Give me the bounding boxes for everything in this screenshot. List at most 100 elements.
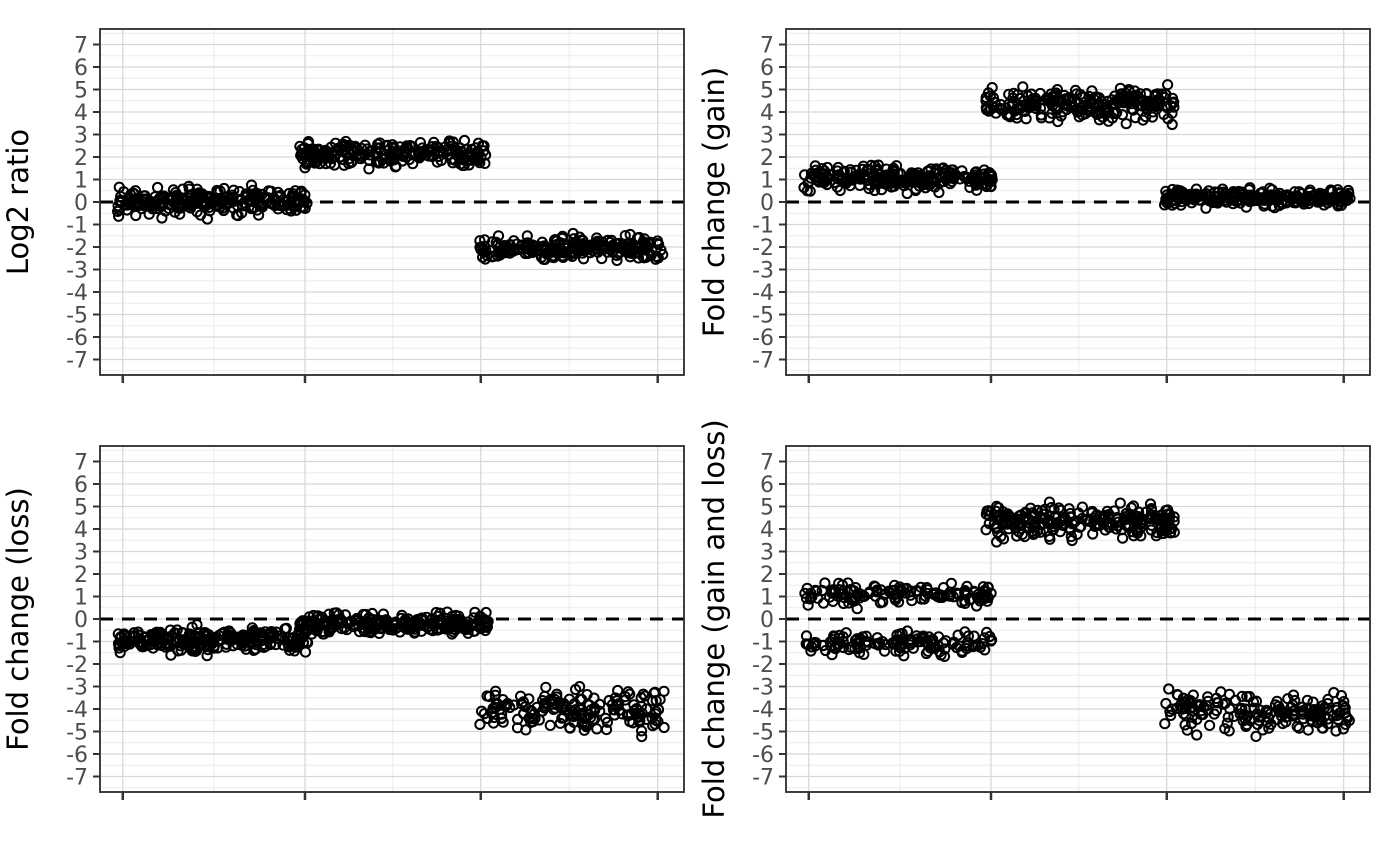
- data-point: [1114, 497, 1126, 509]
- data-point: [1273, 199, 1285, 212]
- grid-minor: [786, 29, 1370, 375]
- data-point: [597, 244, 609, 256]
- data-point: [933, 186, 945, 199]
- data-point: [473, 154, 485, 166]
- data-point: [1160, 697, 1172, 710]
- data-point: [480, 606, 492, 619]
- data-point: [384, 155, 397, 167]
- data-point: [1159, 199, 1171, 211]
- data-point: [270, 626, 282, 638]
- data-point: [206, 198, 219, 210]
- data-point: [354, 148, 366, 160]
- data-point: [1340, 718, 1352, 730]
- data-point: [302, 156, 314, 168]
- data-point: [396, 155, 408, 167]
- data-point: [801, 582, 813, 594]
- data-point: [945, 588, 957, 601]
- data-point: [1163, 683, 1175, 695]
- data-point: [228, 184, 240, 196]
- y-axis-tick-label: -1: [66, 630, 88, 655]
- data-point: [289, 185, 301, 197]
- data-point: [1153, 513, 1165, 526]
- data-point: [138, 631, 151, 643]
- data-point: [356, 622, 368, 634]
- data-point: [318, 618, 330, 630]
- data-point: [1204, 195, 1216, 207]
- data-point: [502, 697, 514, 710]
- data-point: [1071, 106, 1084, 118]
- y-axis-tick-label: -2: [752, 236, 774, 261]
- data-point: [1228, 710, 1240, 722]
- data-point: [201, 640, 213, 652]
- data-point: [486, 251, 498, 263]
- data-point: [372, 614, 384, 626]
- data-point: [1191, 189, 1203, 201]
- x-axis-ticks: [807, 375, 1345, 383]
- data-point: [1266, 192, 1279, 204]
- data-point: [260, 640, 272, 652]
- data-point: [880, 588, 892, 600]
- data-point: [938, 168, 951, 180]
- data-point: [343, 139, 355, 151]
- data-point: [420, 149, 432, 161]
- data-point: [1035, 109, 1047, 121]
- data-point: [1297, 705, 1309, 717]
- data-point: [840, 176, 852, 188]
- y-axis-tick-label: 7: [760, 33, 774, 58]
- y-axis-tick-label: -5: [66, 720, 88, 745]
- data-point: [199, 627, 212, 639]
- data-point: [553, 242, 565, 254]
- data-point: [563, 693, 576, 705]
- data-point: [585, 704, 597, 716]
- data-point: [167, 193, 179, 205]
- y-axis-tick-label: 0: [760, 608, 774, 633]
- data-point: [438, 621, 450, 633]
- y-axis-tick-label: 1: [760, 168, 774, 193]
- y-axis-tick-label: -4: [66, 281, 88, 306]
- data-point: [806, 591, 818, 603]
- data-point: [1022, 100, 1034, 112]
- data-point: [248, 644, 260, 656]
- data-point: [1204, 719, 1216, 731]
- data-point: [554, 717, 566, 729]
- data-point: [969, 166, 981, 178]
- y-axis-tick-label: -4: [66, 698, 88, 723]
- data-point: [518, 708, 530, 720]
- data-point: [370, 156, 383, 168]
- data-point: [396, 609, 408, 621]
- data-point: [569, 247, 581, 260]
- panel-fold-change-loss: Fold change (loss) 76543210-1-2-3-4-5-6-…: [1, 445, 685, 800]
- data-point: [1181, 724, 1193, 736]
- data-point: [1330, 725, 1342, 737]
- y-axis-tick-label: 2: [760, 146, 774, 171]
- data-point: [863, 163, 875, 175]
- data-point: [636, 731, 648, 743]
- data-point: [636, 725, 648, 737]
- data-point: [432, 141, 444, 153]
- data-point: [161, 638, 173, 650]
- data-points: [799, 496, 1355, 742]
- data-point: [650, 250, 662, 263]
- data-point: [1222, 711, 1234, 723]
- data-point: [233, 185, 245, 198]
- data-point: [1128, 530, 1140, 542]
- y-axis-tick-label: -4: [752, 281, 774, 306]
- data-point: [959, 587, 971, 599]
- data-point: [1131, 517, 1144, 529]
- data-point: [447, 626, 460, 638]
- data-point: [527, 713, 539, 725]
- data-point: [1073, 507, 1085, 519]
- data-point: [546, 698, 558, 710]
- data-point: [1234, 704, 1246, 716]
- data-point: [928, 642, 940, 654]
- data-point: [652, 704, 665, 716]
- data-point: [990, 107, 1002, 119]
- data-point: [945, 577, 957, 589]
- data-point: [130, 198, 142, 210]
- data-point: [1236, 690, 1248, 702]
- data-point: [1146, 111, 1158, 123]
- data-point: [191, 619, 203, 631]
